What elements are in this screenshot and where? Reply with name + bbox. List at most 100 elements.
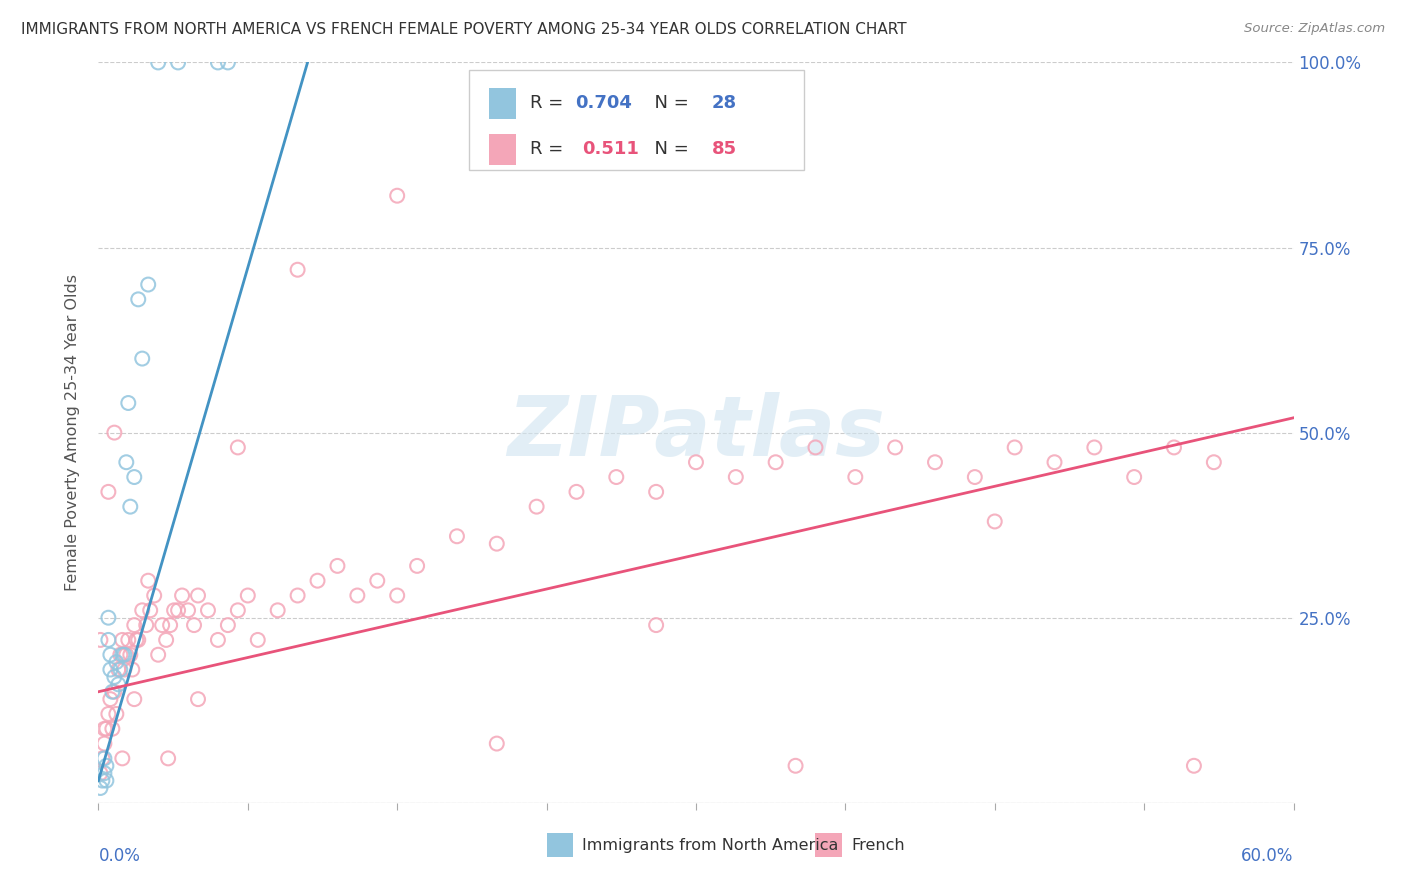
Point: [884, 441, 907, 455]
Point: [187, 692, 209, 706]
Point: [485, 536, 508, 550]
Point: [111, 632, 134, 647]
Point: [120, 500, 142, 514]
Point: [1123, 470, 1146, 484]
Point: [385, 589, 409, 603]
Point: [135, 618, 157, 632]
Point: [485, 737, 508, 751]
Point: [97, 484, 120, 499]
Text: ZIPatlas: ZIPatlas: [508, 392, 884, 473]
Point: [246, 632, 269, 647]
Point: [97, 706, 120, 721]
Point: [112, 663, 135, 677]
Point: [287, 262, 309, 277]
Point: [287, 589, 309, 603]
Point: [307, 574, 329, 588]
Point: [103, 425, 125, 440]
Point: [93, 737, 115, 751]
Point: [105, 655, 128, 669]
Point: [124, 618, 146, 632]
Point: [346, 589, 368, 603]
Point: [91, 773, 114, 788]
Point: [110, 648, 132, 662]
Point: [172, 589, 194, 603]
Point: [96, 722, 118, 736]
Point: [136, 574, 159, 588]
Point: [103, 685, 125, 699]
Point: [97, 632, 120, 647]
Point: [984, 515, 1007, 529]
Point: [226, 441, 249, 455]
Text: 0.0%: 0.0%: [98, 847, 141, 865]
Point: [112, 648, 135, 662]
Point: [765, 455, 787, 469]
Point: [724, 470, 747, 484]
Point: [197, 603, 219, 617]
Point: [98, 648, 122, 662]
Point: [167, 603, 190, 617]
Text: Source: ZipAtlas.com: Source: ZipAtlas.com: [1244, 22, 1385, 36]
Point: [120, 648, 142, 662]
Text: Immigrants from North America: Immigrants from North America: [582, 838, 839, 853]
Point: [124, 692, 146, 706]
Text: French: French: [852, 838, 905, 853]
Point: [605, 470, 627, 484]
Text: R =: R =: [530, 95, 569, 112]
Point: [267, 603, 290, 617]
Point: [326, 558, 349, 573]
Point: [93, 766, 115, 780]
Point: [844, 470, 866, 484]
Text: 60.0%: 60.0%: [1241, 847, 1294, 865]
Point: [107, 677, 129, 691]
Point: [183, 618, 205, 632]
Point: [1163, 441, 1185, 455]
Point: [645, 484, 668, 499]
Point: [93, 722, 115, 736]
Point: [89, 766, 111, 780]
Point: [645, 618, 668, 632]
Point: [115, 648, 138, 662]
Point: [131, 603, 153, 617]
Text: N =: N =: [644, 140, 695, 159]
Point: [131, 351, 153, 366]
Point: [785, 758, 807, 772]
Point: [217, 618, 239, 632]
Text: IMMIGRANTS FROM NORTH AMERICA VS FRENCH FEMALE POVERTY AMONG 25-34 YEAR OLDS COR: IMMIGRANTS FROM NORTH AMERICA VS FRENCH …: [21, 22, 907, 37]
Point: [125, 632, 148, 647]
Bar: [547, 833, 572, 857]
Point: [98, 663, 122, 677]
Point: [963, 470, 986, 484]
Point: [163, 603, 186, 617]
Bar: [815, 833, 842, 857]
Point: [1182, 758, 1205, 772]
Point: [96, 773, 118, 788]
Point: [177, 603, 200, 617]
FancyBboxPatch shape: [470, 70, 804, 169]
Point: [101, 685, 124, 699]
Point: [406, 558, 429, 573]
Point: [150, 618, 173, 632]
Text: R =: R =: [530, 140, 575, 159]
Point: [117, 396, 139, 410]
Point: [1004, 441, 1026, 455]
Point: [804, 441, 827, 455]
Point: [1202, 455, 1225, 469]
Point: [207, 55, 229, 70]
Bar: [489, 134, 516, 165]
Point: [136, 277, 159, 292]
Point: [565, 484, 588, 499]
Point: [236, 589, 259, 603]
Point: [366, 574, 388, 588]
Text: 0.704: 0.704: [575, 95, 633, 112]
Point: [124, 470, 146, 484]
Point: [385, 188, 409, 202]
Text: 0.511: 0.511: [582, 140, 640, 159]
Point: [97, 610, 120, 624]
Point: [111, 648, 134, 662]
Point: [1083, 441, 1105, 455]
Y-axis label: Female Poverty Among 25-34 Year Olds: Female Poverty Among 25-34 Year Olds: [65, 274, 80, 591]
Point: [101, 722, 124, 736]
Point: [115, 455, 138, 469]
Point: [159, 618, 181, 632]
Point: [148, 55, 170, 70]
